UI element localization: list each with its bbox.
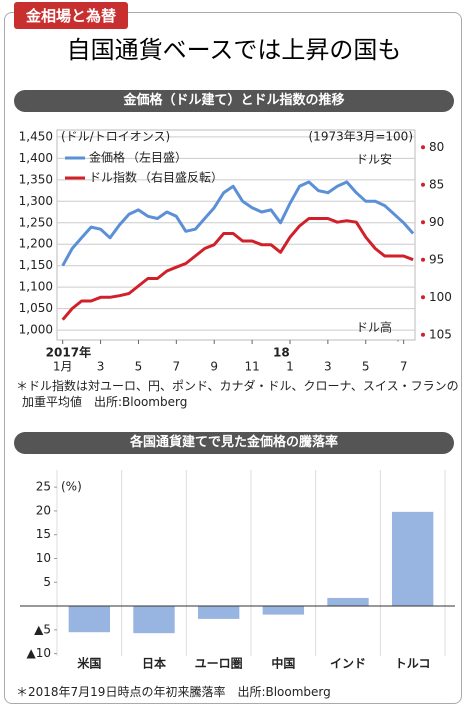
y2-tick-label: 90 — [429, 215, 444, 229]
x-tick-label: 11 — [244, 360, 259, 374]
y2-tick-mark — [421, 182, 425, 187]
y-tick-label: 1,100 — [19, 280, 53, 294]
y-tick-label: ▲5 — [34, 622, 51, 636]
bar — [327, 597, 369, 607]
x-year-label: 18 — [273, 346, 290, 360]
chart-title: 金価格（ドル建て）とドル指数の推移 — [14, 90, 454, 112]
x-tick-label: 7 — [173, 360, 181, 374]
x-tick-label: 9 — [210, 360, 218, 374]
bar — [133, 606, 175, 634]
y2-tick-label: 105 — [429, 327, 452, 341]
x-tick-label: 中国 — [271, 656, 295, 671]
y-tick-label: 1,400 — [19, 151, 53, 165]
y2-tick-mark — [421, 257, 425, 262]
x-tick-label: トルコ — [395, 657, 431, 671]
legend-label: ドル指数 — [89, 170, 137, 185]
y2-axis-unit: (1973年3月=100) — [309, 130, 414, 144]
y2-tick-label: 100 — [429, 290, 452, 304]
x-tick-label: 7 — [400, 360, 408, 374]
x-tick-label: 日本 — [142, 656, 166, 671]
legend-label: 金価格 — [89, 150, 125, 165]
y2-tick-mark — [421, 332, 425, 337]
y-tick-label: ▲10 — [27, 646, 52, 660]
x-tick-label: インド — [330, 657, 366, 671]
y2-tick-label: 85 — [429, 177, 444, 191]
y-tick-label: 20 — [36, 503, 51, 517]
y-tick-label: 1,450 — [19, 129, 53, 143]
bar-chart: 25 20 15 10 5 ▲5 ▲10 (%) 米国 日本 ユーロ圏 中国 インド トルコ — [20, 470, 455, 671]
y-tick-label: 15 — [36, 527, 51, 541]
y-tick-label: 10 — [36, 551, 51, 565]
frame — [4, 12, 462, 704]
header-tag: 金相場と為替 — [14, 2, 129, 29]
y-tick-label: 1,350 — [19, 172, 53, 186]
y2-tick-mark — [421, 145, 425, 150]
annotation: ドル高 — [356, 320, 392, 335]
y2-tick-mark — [421, 295, 425, 300]
y-tick-label: 5 — [43, 575, 51, 589]
x-year-label: 2017年 — [46, 345, 91, 360]
x-tick-label: 3 — [324, 360, 332, 374]
chart-note: ＊ドル指数は対ユーロ、円、ポンド、カナダ・ドル、クローナ、スイス・フランの加重平… — [16, 379, 459, 409]
annotation: ドル安 — [356, 152, 392, 167]
y-tick-label: 1,300 — [19, 194, 53, 208]
x-tick-label: 5 — [135, 360, 143, 374]
y-axis-unit: (ドル/トロイオンス) — [61, 129, 170, 143]
bar — [262, 606, 305, 615]
legend-note: （左目盛） — [127, 150, 187, 165]
chart-title: 各国通貨建てで見た金価格の騰落率 — [14, 432, 454, 454]
chart-note: ＊2018年7月19日時点の年初来騰落率 出所:Bloomberg — [16, 685, 331, 699]
bar — [197, 606, 240, 619]
y-axis-unit: (%) — [61, 480, 82, 494]
bar — [391, 511, 434, 607]
y-tick-label: 1,250 — [19, 215, 53, 229]
line-chart: 1,000 1,050 1,100 1,150 1,200 1,250 1,300 1,350… — [19, 129, 452, 374]
bar — [68, 606, 111, 633]
x-tick-label: 米国 — [77, 656, 101, 671]
x-tick-label: 1 — [286, 360, 294, 374]
data-line — [61, 217, 414, 321]
legend-note: （右目盛反転） — [139, 170, 223, 185]
y2-tick-mark — [421, 220, 425, 225]
y2-tick-label: 80 — [429, 140, 444, 154]
y2-tick-label: 95 — [429, 252, 444, 266]
y-tick-label: 25 — [36, 480, 51, 494]
page-title: 自国通貨ベースでは上昇の国も — [66, 36, 402, 64]
data-line — [61, 180, 415, 267]
x-tick-label: ユーロ圏 — [195, 657, 243, 671]
y-tick-label: 1,150 — [19, 258, 53, 272]
y-tick-label: 1,000 — [19, 323, 53, 337]
x-tick-label: 3 — [97, 360, 105, 374]
x-tick-label: 1月 — [53, 360, 73, 374]
y-tick-label: 1,050 — [19, 301, 53, 315]
x-tick-label: 5 — [362, 360, 370, 374]
y-tick-label: 1,200 — [19, 237, 53, 251]
